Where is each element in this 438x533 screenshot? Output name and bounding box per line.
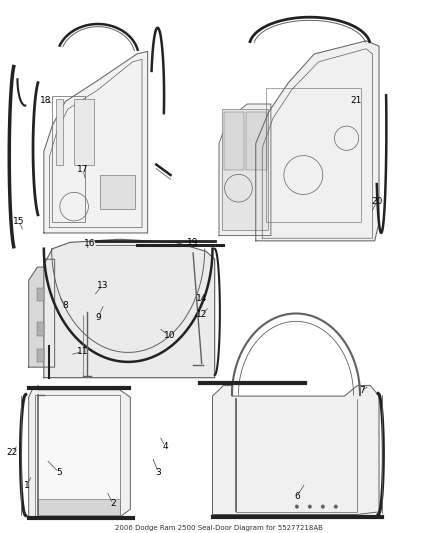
Bar [266,88,361,222]
Bar [100,175,134,209]
Text: 18: 18 [40,96,52,105]
Polygon shape [44,239,215,378]
Polygon shape [44,51,148,233]
Bar [37,288,44,301]
Bar [53,96,85,222]
Text: 16: 16 [84,239,95,248]
Bar [223,109,268,230]
Text: 9: 9 [95,313,101,321]
Polygon shape [29,259,55,367]
Circle shape [308,505,311,508]
Polygon shape [256,41,379,241]
Bar [56,99,64,165]
Bar [38,499,120,514]
Bar [74,99,94,165]
Text: 3: 3 [155,468,161,477]
Polygon shape [212,385,379,514]
Bar [224,112,244,170]
Text: 20: 20 [371,197,382,206]
Text: 21: 21 [351,96,362,105]
Bar [37,349,44,362]
Text: 15: 15 [14,217,25,226]
Bar [37,322,44,336]
Text: 2006 Dodge Ram 2500 Seal-Door Diagram for 55277218AB: 2006 Dodge Ram 2500 Seal-Door Diagram fo… [115,525,323,531]
Text: 4: 4 [162,442,168,450]
Polygon shape [29,385,131,517]
Text: 10: 10 [163,331,175,340]
Text: 1: 1 [24,481,29,490]
Text: 11: 11 [77,347,88,356]
Text: 22: 22 [7,448,18,457]
Circle shape [321,505,325,508]
Polygon shape [219,104,271,236]
Circle shape [295,505,299,508]
Circle shape [334,505,338,508]
Bar [246,112,267,170]
Text: 8: 8 [63,301,68,310]
Text: 14: 14 [196,294,207,303]
Text: 19: 19 [187,238,199,247]
Text: 2: 2 [110,499,116,508]
Polygon shape [38,396,120,514]
Text: 5: 5 [56,468,62,477]
Text: 6: 6 [294,491,300,500]
Text: 17: 17 [77,165,88,174]
Text: 7: 7 [359,386,364,395]
Text: 13: 13 [96,281,108,290]
Text: 12: 12 [196,310,207,319]
